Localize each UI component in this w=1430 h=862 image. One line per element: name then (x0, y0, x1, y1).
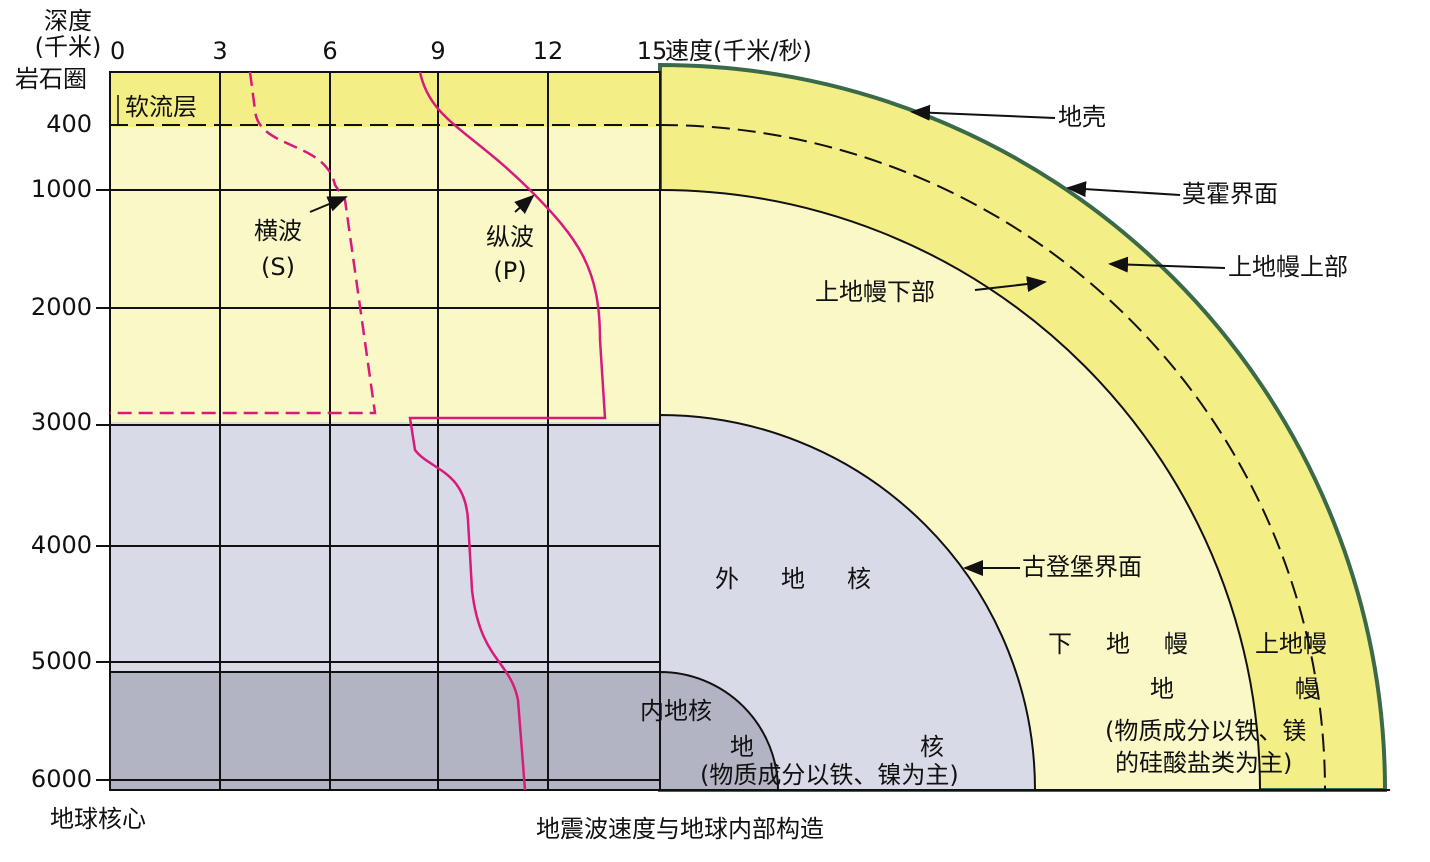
speed-tick-label: 3 (212, 37, 227, 65)
s-wave-symbol: (S) (261, 253, 295, 281)
upper-mantle-label: 上地幔 (1255, 630, 1327, 658)
asthenosphere-label: 软流层 (125, 93, 197, 121)
mantle-label: 幔 (1295, 675, 1319, 703)
depth-title: (千米) (35, 33, 102, 61)
depth-tick-label: 2000 (31, 293, 92, 321)
depth-tick-label: 4000 (31, 531, 92, 559)
p-wave-curve (408, 71, 607, 791)
mantle-label: 地 (1150, 675, 1174, 703)
lower-mantle-label: 下地幔 (1048, 630, 1222, 658)
arrow (1108, 256, 1226, 273)
moho-boundary (659, 189, 1261, 791)
s-wave-name: 横波 (254, 217, 302, 245)
upper-panel (110, 72, 660, 127)
p-wave-symbol: (P) (493, 257, 526, 285)
moho-label: 莫霍界面 (1182, 180, 1278, 208)
depth-tick-label: 3000 (31, 408, 92, 436)
s-wave-curve (110, 71, 377, 415)
center-label: 地球核心 (50, 805, 146, 833)
upper-mantle-lower-label: 上地幔下部 (815, 278, 935, 306)
speed-tick-label: 0 (110, 37, 125, 65)
mantle-note: 的硅酸盐类为主) (1115, 749, 1292, 777)
speed-title: 速度(千米/秒) (665, 37, 812, 65)
gutenberg-label: 古登堡界面 (1022, 553, 1142, 581)
outer-core-label: 外地核 (715, 565, 913, 593)
axis-ticks: 0 3 6 9 12 15 400 1000 2000 3000 4000 5000 6000 (31, 37, 667, 793)
arrow (974, 276, 1047, 292)
arrow (309, 196, 348, 213)
depth-tick-label: 400 (46, 110, 92, 138)
depth-tick-label: 6000 (31, 765, 92, 793)
p-wave-name: 纵波 (486, 223, 534, 251)
grid (96, 71, 1390, 791)
depth-tick-label: 1000 (31, 175, 92, 203)
arrow (910, 104, 1056, 121)
speed-tick-label: 6 (322, 37, 337, 65)
crust-label: 地壳 (1058, 103, 1106, 131)
inner-core (659, 670, 780, 791)
caption: 地震波速度与地球内部构造 (536, 815, 824, 843)
arrow (514, 194, 535, 214)
lithosphere-label: 岩石圈 (15, 65, 87, 93)
speed-tick-label: 15 (637, 37, 668, 65)
core-label: 核 (920, 733, 944, 761)
upper-mantle-upper-label: 上地幔上部 (1228, 253, 1348, 281)
inner-core-label: 内地核 (640, 697, 712, 725)
outer-core (659, 413, 1037, 791)
core-label: 地 (730, 733, 754, 761)
speed-tick-label: 9 (430, 37, 445, 65)
speed-tick-label: 12 (533, 37, 564, 65)
core-note: (物质成分以铁、镍为主) (700, 761, 959, 789)
depth-tick-label: 5000 (31, 647, 92, 675)
arrow (1066, 181, 1181, 198)
asthenosphere-boundary (659, 124, 1326, 791)
inner-core-panel (110, 672, 660, 790)
mantle-panel (110, 72, 660, 422)
depth-title: 深度 (44, 7, 92, 35)
mantle-note: (物质成分以铁、镁 (1105, 717, 1306, 745)
